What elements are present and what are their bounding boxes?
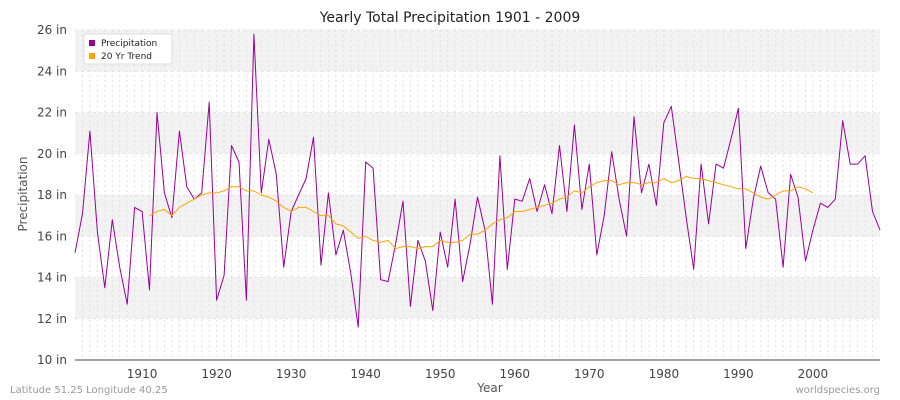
x-tick-label: 1920 xyxy=(201,367,232,381)
series-layer xyxy=(74,33,881,328)
plot-band xyxy=(75,277,880,319)
x-tick-label: 1930 xyxy=(276,367,307,381)
x-tick-label: 1950 xyxy=(425,367,456,381)
legend-swatch-trend xyxy=(89,53,95,59)
y-axis-label: Precipitation xyxy=(16,156,30,231)
x-tick-label: 1960 xyxy=(499,367,530,381)
plot-band xyxy=(75,318,880,360)
y-tick-label: 20 in xyxy=(37,147,67,161)
legend-label-precipitation: Precipitation xyxy=(101,39,157,49)
x-tick-label: 1910 xyxy=(127,367,158,381)
precipitation-line xyxy=(74,33,881,328)
legend-box xyxy=(83,33,173,65)
legend: Precipitation 20 Yr Trend xyxy=(83,33,173,65)
x-tick-label: 1980 xyxy=(649,367,680,381)
x-tick-label: 1990 xyxy=(723,367,754,381)
plot-band xyxy=(75,112,880,154)
x-tick-label: 1970 xyxy=(574,367,605,381)
y-tick-label: 18 in xyxy=(37,188,67,202)
y-tick-labels: 10 in 12 in 14 in 16 in 18 in 20 in 22 in 24 in… xyxy=(37,23,67,367)
chart-title: Yearly Total Precipitation 1901 - 2009 xyxy=(319,10,581,26)
trend-line xyxy=(149,175,814,250)
y-tick-label: 10 in xyxy=(37,353,67,367)
y-tick-label: 26 in xyxy=(37,23,67,37)
x-tick-label: 1940 xyxy=(350,367,381,381)
legend-swatch-precipitation xyxy=(89,40,95,46)
footer-source: worldspecies.org xyxy=(796,385,880,396)
y-tick-label: 12 in xyxy=(37,312,67,326)
legend-label-trend: 20 Yr Trend xyxy=(101,52,152,62)
x-tick-labels: 1910 1920 1930 1940 1950 1960 1970 1980 1990 2000 xyxy=(127,367,828,381)
y-tick-label: 24 in xyxy=(37,64,67,78)
y-tick-label: 14 in xyxy=(37,271,67,285)
footer-location: Latitude 51.25 Longitude 40.25 xyxy=(10,385,168,396)
y-tick-label: 16 in xyxy=(37,229,67,243)
x-tick-label: 2000 xyxy=(798,367,829,381)
x-axis-label: Year xyxy=(476,381,502,395)
y-tick-label: 22 in xyxy=(37,106,67,120)
